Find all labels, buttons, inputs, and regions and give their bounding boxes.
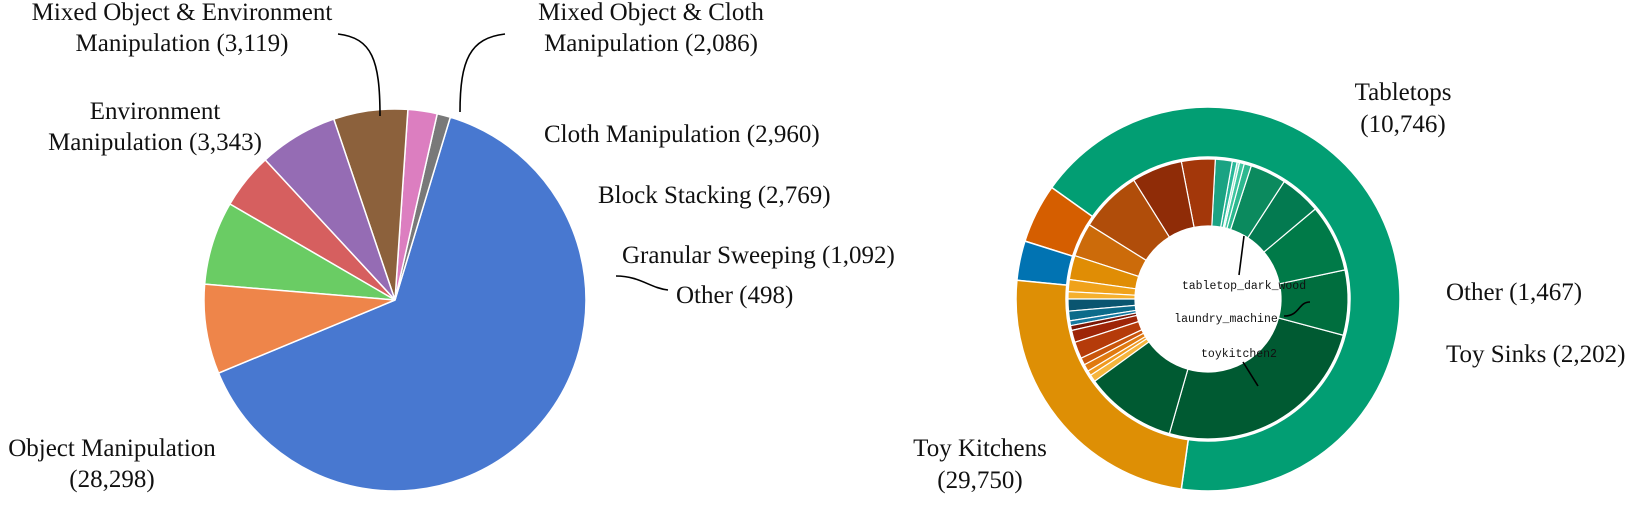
label-granular-sweeping: Granular Sweeping (1,092) <box>622 242 895 269</box>
label-tabletops-l1: Tabletops <box>1355 79 1452 106</box>
inner-label-tabletop-dark-wood: tabletop_dark_wood <box>1182 280 1306 293</box>
label-cloth-manipulation: Cloth Manipulation (2,960) <box>544 121 820 148</box>
label-toy-kitchens-l1: Toy Kitchens <box>913 435 1047 462</box>
inner-slice-27 <box>1093 341 1189 435</box>
slice-object-manipulation <box>217 116 587 492</box>
label-toy-sinks: Toy Sinks (2,202) <box>1446 341 1626 368</box>
label-mixed-env-l1: Mixed Object & Environment <box>32 0 333 26</box>
right-pie-labels: Tabletops (10,746) Other (1,467) Toy Sin… <box>913 79 1625 494</box>
inner-label-laundry-machine: laundry_machine <box>1174 313 1278 326</box>
label-mixed-env-l2: Manipulation (3,119) <box>76 30 289 57</box>
leader-toykitchen2 <box>1242 361 1259 387</box>
label-object-manipulation-l2: (28,298) <box>69 466 154 493</box>
label-mixed-cloth-l1: Mixed Object & Cloth <box>538 0 764 26</box>
leader-laundry-machine <box>1283 301 1311 317</box>
outer-slice-tabletops <box>1015 279 1190 490</box>
label-toy-kitchens-l2: (29,750) <box>937 467 1022 494</box>
leader-mixed-cloth <box>459 33 506 113</box>
label-tabletops-l2: (10,746) <box>1360 111 1445 138</box>
leader-mixed-env <box>337 33 381 117</box>
label-environment-l2: Manipulation (3,343) <box>48 129 262 156</box>
label-block-stacking: Block Stacking (2,769) <box>598 182 831 209</box>
leader-tabletop-dark-wood <box>1238 235 1245 276</box>
inner-label-toykitchen2: toykitchen2 <box>1201 348 1277 361</box>
label-environment-l1: Environment <box>90 98 221 125</box>
label-mixed-cloth-l2: Manipulation (2,086) <box>544 30 758 57</box>
inner-slice-0 <box>1168 317 1344 440</box>
left-pie-labels: Object Manipulation (28,298) Other (498)… <box>8 0 895 493</box>
task-pie-chart <box>203 108 587 492</box>
label-other-left: Other (498) <box>676 282 793 309</box>
scene-sunburst-chart <box>1015 106 1401 492</box>
leader-other-left <box>615 275 669 291</box>
slice-environment-manipulation <box>203 283 396 375</box>
label-object-manipulation-l1: Object Manipulation <box>8 435 216 462</box>
label-other-right: Other (1,467) <box>1446 279 1582 306</box>
outer-slice-toy-kitchens <box>1050 106 1401 492</box>
